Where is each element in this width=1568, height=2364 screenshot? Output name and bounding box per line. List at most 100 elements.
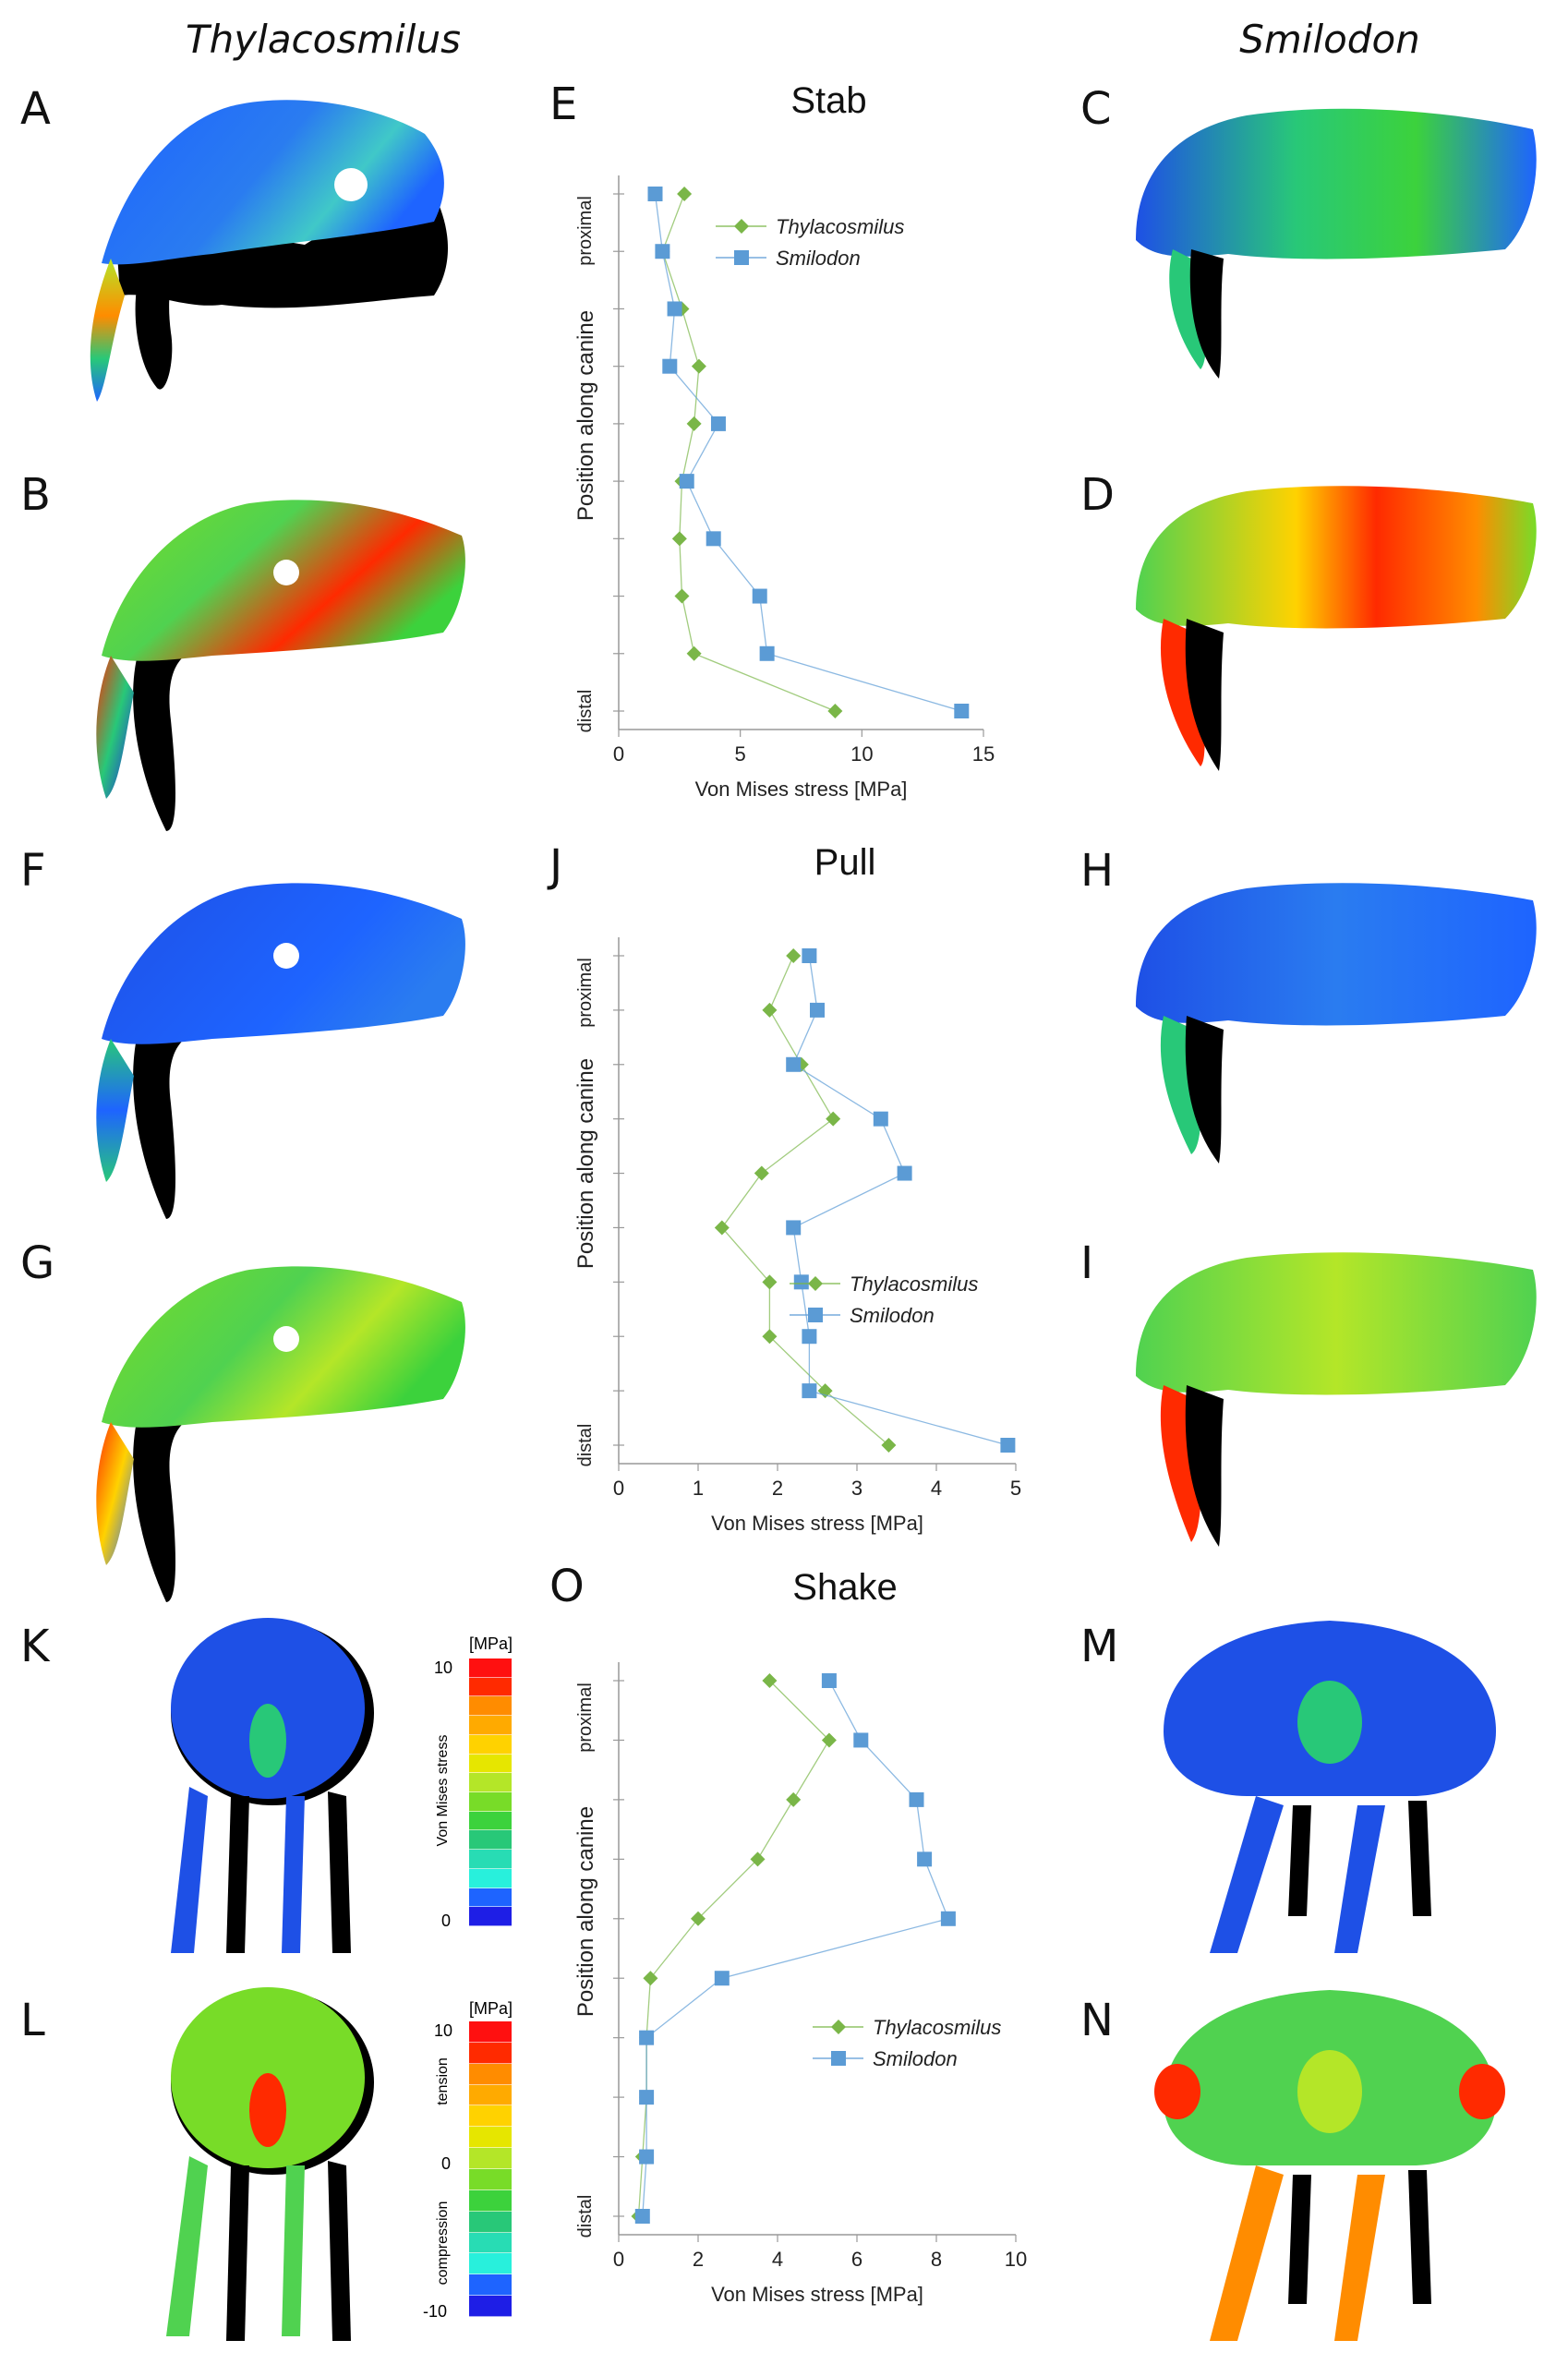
panel-label-g: G — [20, 1237, 55, 1289]
series-line-thylacosmilus — [661, 193, 836, 712]
principal-scale-swatches — [469, 2021, 512, 2317]
data-point-smilodon — [710, 416, 726, 431]
data-point-thylacosmilus — [671, 531, 687, 547]
panel-label-l: L — [20, 1995, 45, 2046]
vonmises-scale-swatch — [469, 1888, 512, 1908]
vonmises-scale-swatch — [469, 1696, 512, 1717]
principal-scale-swatch — [469, 2127, 512, 2149]
thylacosmilus-skull-pull-vonmises — [96, 883, 465, 1219]
data-point-thylacosmilus — [686, 416, 702, 431]
data-point-smilodon — [940, 1911, 956, 1926]
y-bottom-label: distal — [575, 690, 596, 733]
thylacosmilus-skull-pull-principal — [96, 1266, 465, 1602]
data-point-smilodon — [786, 1220, 802, 1236]
x-tick-label: 5 — [735, 742, 746, 766]
legend-label: Thylacosmilus — [776, 215, 904, 238]
thylacosmilus-skull-shake-frontal-principal — [166, 1987, 374, 2341]
y-top-label: proximal — [575, 958, 596, 1028]
vonmises-scale-top: 10 — [434, 1658, 453, 1677]
data-point-thylacosmilus — [826, 1111, 841, 1127]
series-line-smilodon — [792, 955, 1008, 1446]
thylacosmilus-column-header: Thylacosmilus — [186, 17, 461, 62]
data-point-thylacosmilus — [762, 1002, 778, 1018]
series-line-smilodon — [642, 1680, 949, 2217]
y-axis-label: Position along canine — [573, 1806, 598, 2017]
vonmises-scale-swatch — [469, 1850, 512, 1869]
panel-label-a: A — [20, 83, 51, 135]
y-top-label: proximal — [575, 1683, 596, 1753]
vonmises-scale-swatches — [469, 1658, 512, 1926]
data-point-smilodon — [759, 645, 775, 661]
principal-scale-mid: 0 — [441, 2154, 452, 2173]
principal-scale-swatch — [469, 2211, 512, 2233]
x-tick-label: 10 — [1005, 2248, 1027, 2271]
data-point-smilodon — [786, 1056, 802, 1072]
compression-label: compression — [435, 2201, 451, 2286]
data-point-smilodon — [752, 588, 767, 604]
legend-label: Smilodon — [873, 2047, 958, 2070]
data-point-smilodon — [909, 1791, 924, 1807]
data-point-smilodon — [667, 301, 682, 317]
data-point-smilodon — [714, 1971, 730, 1986]
data-point-smilodon — [802, 1329, 817, 1345]
vonmises-scale-swatch — [469, 1773, 512, 1792]
data-point-thylacosmilus — [786, 1791, 802, 1807]
data-point-smilodon — [639, 2030, 655, 2045]
smilodon-skull-pull-principal — [1136, 1252, 1537, 1547]
x-tick-label: 8 — [931, 2248, 942, 2271]
series-line-thylacosmilus — [637, 1680, 830, 2217]
legend-label: Thylacosmilus — [850, 1272, 978, 1296]
data-point-smilodon — [954, 704, 970, 718]
data-point-smilodon — [634, 2209, 650, 2224]
data-point-thylacosmilus — [786, 948, 802, 963]
vonmises-scale-swatch — [469, 1716, 512, 1735]
vonmises-scale-swatch — [469, 1811, 512, 1831]
data-point-thylacosmilus — [762, 1329, 778, 1345]
chart-title: Stab — [790, 80, 866, 121]
y-bottom-label: distal — [575, 1424, 596, 1467]
panel-label-b: B — [20, 469, 51, 521]
x-tick-label: 2 — [772, 1477, 783, 1500]
y-top-label: proximal — [575, 196, 596, 266]
principal-scale-swatch — [469, 2189, 512, 2212]
y-bottom-label: distal — [575, 2195, 596, 2238]
data-point-smilodon — [662, 358, 678, 374]
principal-scale-swatch — [469, 2253, 512, 2275]
series-line-thylacosmilus — [720, 955, 889, 1446]
data-point-smilodon — [706, 531, 721, 547]
data-point-thylacosmilus — [677, 187, 693, 201]
data-point-thylacosmilus — [691, 1911, 706, 1926]
data-point-thylacosmilus — [714, 1220, 730, 1236]
data-point-smilodon — [897, 1165, 912, 1181]
panel-label-d: D — [1080, 469, 1115, 521]
vonmises-scale-swatch — [469, 1792, 512, 1812]
x-axis-label: Von Mises stress [MPa] — [711, 1512, 923, 1535]
data-point-thylacosmilus — [821, 1732, 837, 1748]
x-tick-label: 1 — [693, 1477, 704, 1500]
legend-label: Smilodon — [850, 1304, 935, 1327]
panel-label-i: I — [1080, 1237, 1094, 1289]
smilodon-skull-pull-vonmises — [1136, 883, 1537, 1164]
data-point-thylacosmilus — [762, 1673, 778, 1688]
x-tick-label: 2 — [693, 2248, 704, 2271]
pull-chart: Pull 0 1 2 3 4 5 Von Mises stress [MPa] proximal… — [573, 842, 1021, 1535]
principal-scale-swatch — [469, 2084, 512, 2106]
legend-marker — [831, 2020, 846, 2034]
data-point-thylacosmilus — [817, 1383, 833, 1399]
data-point-smilodon — [917, 1851, 933, 1867]
tension-label: tension — [435, 2057, 451, 2105]
legend-label: Thylacosmilus — [873, 2016, 1001, 2039]
stab-chart: Stab 0 5 10 15 Von Mises stress [MPa] proximal… — [573, 80, 995, 801]
principal-scale-swatch — [469, 2021, 512, 2043]
vonmises-scale-swatch — [469, 1868, 512, 1888]
panel-label-h: H — [1080, 845, 1115, 897]
data-point-smilodon — [873, 1111, 888, 1127]
data-point-smilodon — [647, 187, 663, 201]
vonmises-scale-swatch — [469, 1734, 512, 1755]
data-point-thylacosmilus — [643, 1971, 658, 1986]
vonmises-scale-swatch — [469, 1658, 512, 1678]
data-point-smilodon — [655, 244, 670, 259]
smilodon-column-header: Smilodon — [1239, 17, 1420, 62]
x-tick-label: 5 — [1010, 1477, 1021, 1500]
panel-label-e: E — [549, 78, 578, 130]
